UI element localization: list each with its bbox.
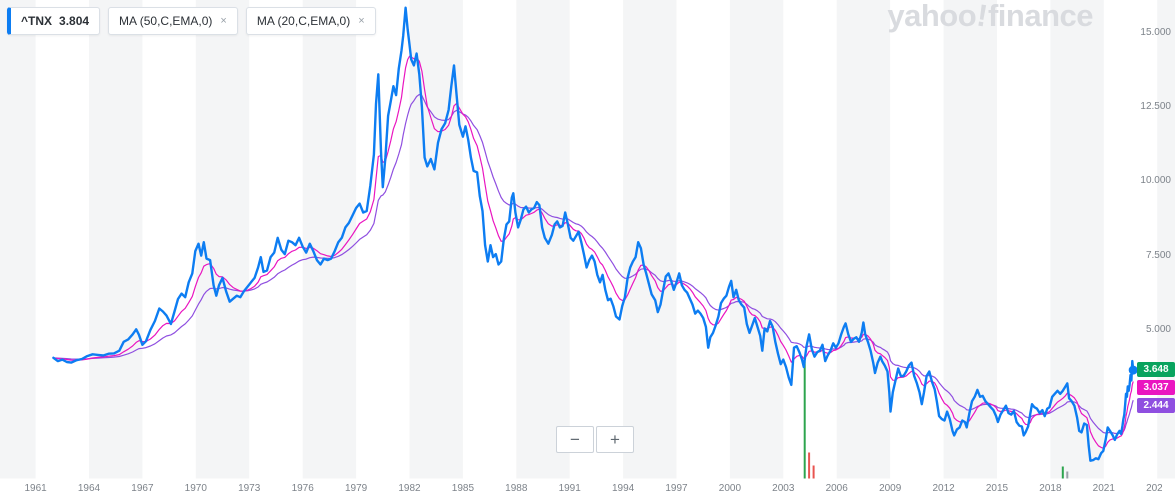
ma50-close-icon[interactable]: ×	[220, 14, 227, 27]
symbol-label: ^TNX	[21, 14, 53, 28]
volume-bar	[1061, 466, 1064, 479]
y-axis-label: 10.000	[1140, 175, 1171, 187]
y-axis-label: 7.500	[1145, 249, 1171, 261]
x-axis-label: 1973	[238, 483, 261, 494]
background-stripe	[0, 0, 36, 479]
x-axis-label: 2012	[932, 483, 955, 494]
volume-bar	[1066, 471, 1069, 479]
symbol-chip[interactable]: ^TNX 3.804	[7, 7, 101, 35]
last-price-dot	[1128, 365, 1138, 375]
x-axis-label: 2009	[879, 483, 902, 494]
ma-line	[53, 93, 1134, 435]
volume-bar	[808, 452, 811, 479]
zoom-in-button[interactable]: +	[596, 426, 634, 453]
ma20-close-icon[interactable]: ×	[358, 14, 365, 27]
price-line	[52, 6, 1135, 462]
y-axis-label: 5.000	[1145, 323, 1171, 335]
background-stripe	[195, 0, 250, 479]
x-axis-label: 1961	[24, 483, 47, 494]
background-stripe	[623, 0, 677, 479]
volume-bar	[812, 465, 815, 479]
price-badge: 3.648	[1137, 362, 1175, 378]
x-axis-label: 1967	[131, 483, 154, 494]
x-axis-label: 2015	[985, 483, 1009, 494]
x-axis-label: 2024	[1146, 483, 1162, 494]
background-stripe	[943, 0, 997, 479]
x-axis-label: 1982	[398, 483, 421, 494]
x-axis-label: 1970	[184, 483, 207, 494]
logo-text-finance: finance	[987, 0, 1094, 33]
logo-text-yahoo: yahoo	[887, 0, 977, 33]
background-stripe	[1157, 0, 1175, 479]
background-stripe	[1050, 0, 1104, 479]
zoom-out-button[interactable]: −	[556, 426, 594, 453]
x-axis-label: 2003	[772, 483, 795, 494]
background-stripe	[409, 0, 463, 479]
yahoo-finance-logo: yahoo!finance	[887, 0, 1093, 34]
indicator-chip-row: ^TNX 3.804 MA (50,C,EMA,0) × MA (20,C,EM…	[7, 7, 376, 35]
symbol-last-price: 3.804	[59, 14, 90, 28]
x-axis-label: 2018	[1039, 483, 1062, 494]
ma-line	[53, 55, 1134, 449]
x-axis-label: 1964	[77, 483, 101, 494]
x-axis-label: 1994	[611, 483, 635, 494]
price-badge: 2.444	[1137, 397, 1175, 413]
background-stripe	[302, 0, 357, 479]
background-stripe	[836, 0, 891, 479]
ma50-chip[interactable]: MA (50,C,EMA,0) ×	[108, 7, 238, 35]
zoom-controls: − +	[556, 426, 634, 453]
background-stripe	[729, 0, 784, 479]
background-stripe	[89, 0, 143, 479]
x-axis-label: 1988	[505, 483, 528, 494]
x-axis-label: 1979	[344, 483, 368, 494]
y-axis-label: 12.500	[1140, 100, 1171, 112]
x-axis-label: 2000	[718, 483, 742, 494]
x-axis-label: 1976	[291, 483, 314, 494]
ma50-label: MA (50,C,EMA,0)	[119, 14, 213, 28]
y-axis-label: 15.000	[1140, 26, 1171, 38]
ma20-chip[interactable]: MA (20,C,EMA,0) ×	[245, 7, 376, 35]
ma20-label: MA (20,C,EMA,0)	[256, 14, 351, 28]
background-stripe	[516, 0, 570, 479]
x-axis-label: 1985	[451, 483, 475, 494]
x-axis: 1961 1964 1967 1970 1973 1976 1979 1982 1985 1988…	[0, 483, 1162, 499]
x-axis-label: 1997	[665, 483, 688, 494]
price-badge: 3.037	[1137, 380, 1175, 396]
volume-bar	[803, 361, 806, 479]
x-axis-label: 1991	[558, 483, 581, 494]
x-axis-label: 2006	[825, 483, 848, 494]
x-axis-label: 2021	[1092, 483, 1115, 494]
